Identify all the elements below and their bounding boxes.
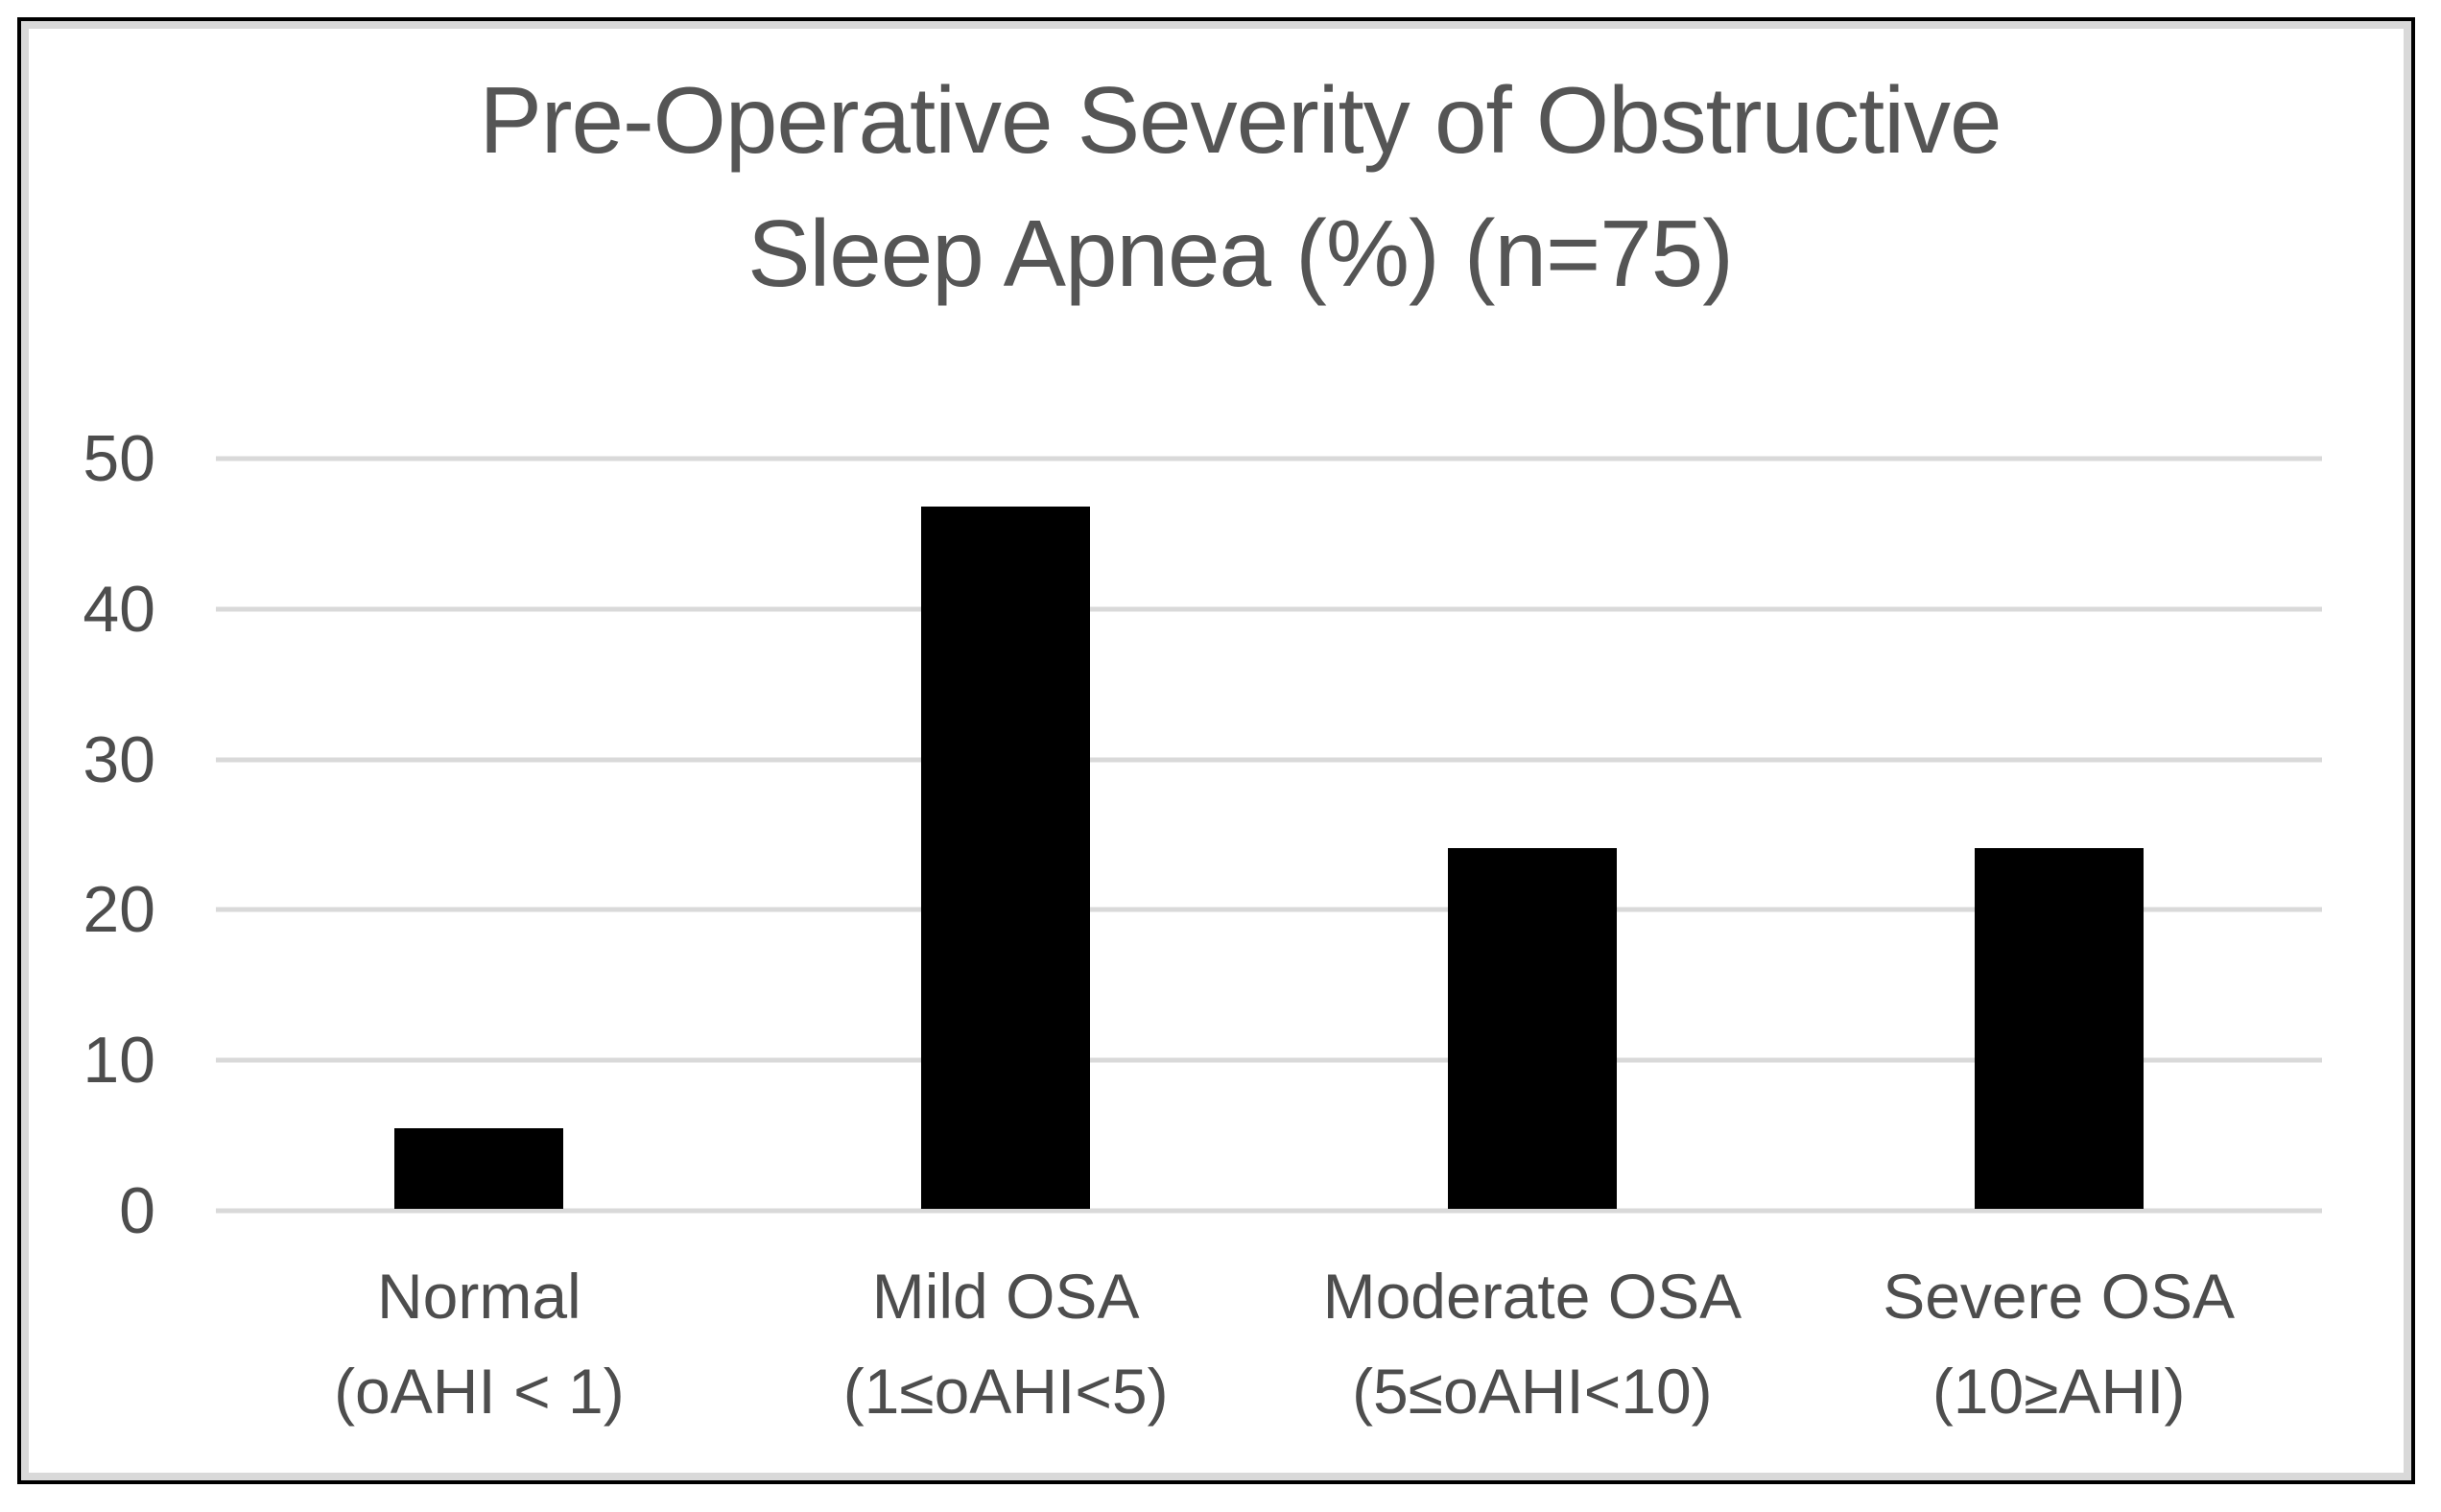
category-name: Moderate OSA xyxy=(1322,1261,1742,1332)
gridline-0 xyxy=(216,1208,2322,1214)
y-tick-label-0: 0 xyxy=(119,1174,155,1247)
chart-title-line1: Pre-Operative Severity of Obstructive xyxy=(479,67,2002,173)
chart: Pre-Operative Severity of Obstructive Sl… xyxy=(21,21,2411,1480)
gridline-10 xyxy=(216,1057,2322,1063)
category-range: (10≥AHI) xyxy=(1931,1356,2186,1427)
chart-title-line2: Sleep Apnea (%) (n=75) xyxy=(747,201,1734,307)
category-label-normal: Normal (oAHI < 1) xyxy=(216,1249,743,1439)
category-name: Severe OSA xyxy=(1883,1261,2236,1332)
bar-normal xyxy=(394,1128,564,1209)
gridline-50 xyxy=(216,456,2322,461)
category-name: Mild OSA xyxy=(871,1261,1140,1332)
gridline-20 xyxy=(216,907,2322,912)
y-tick-label-50: 50 xyxy=(83,422,155,495)
chart-title: Pre-Operative Severity of Obstructive Sl… xyxy=(187,54,2293,320)
category-range: (oAHI < 1) xyxy=(334,1356,625,1427)
bar-severe-osa xyxy=(1974,847,2144,1209)
x-axis-labels: Normal (oAHI < 1) Mild OSA (1≤oAHI<5) Mo… xyxy=(216,1249,2322,1439)
y-axis-labels: 50 40 30 20 10 0 xyxy=(29,422,155,1247)
category-range: (5≤oAHI<10) xyxy=(1352,1356,1713,1427)
y-tick-label-30: 30 xyxy=(83,722,155,796)
gridline-30 xyxy=(216,757,2322,763)
y-tick-label-10: 10 xyxy=(83,1024,155,1098)
category-label-severe-osa: Severe OSA (10≥AHI) xyxy=(1795,1249,2322,1439)
figure-frame: Pre-Operative Severity of Obstructive Sl… xyxy=(17,17,2415,1484)
y-tick-label-40: 40 xyxy=(83,572,155,646)
plot-area xyxy=(216,456,2322,1214)
category-name: Normal xyxy=(377,1261,581,1332)
bar-mild-osa xyxy=(921,507,1091,1209)
bar-moderate-osa xyxy=(1447,847,1617,1209)
gridline-40 xyxy=(216,606,2322,612)
category-label-mild-osa: Mild OSA (1≤oAHI<5) xyxy=(743,1249,1269,1439)
y-tick-label-20: 20 xyxy=(83,873,155,947)
category-label-moderate-osa: Moderate OSA (5≤oAHI<10) xyxy=(1269,1249,1796,1439)
category-range: (1≤oAHI<5) xyxy=(842,1356,1169,1427)
